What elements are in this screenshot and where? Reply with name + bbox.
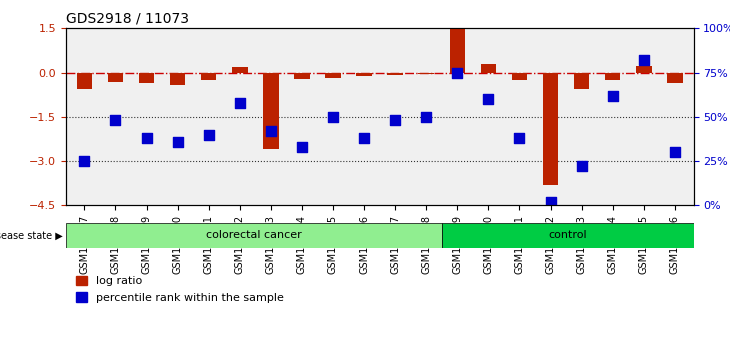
Bar: [574, 73, 589, 89]
Bar: [543, 73, 558, 185]
Point: [545, 199, 556, 205]
FancyBboxPatch shape: [442, 223, 694, 248]
Bar: [667, 73, 683, 83]
Point: [327, 114, 339, 120]
Point: [483, 96, 494, 102]
Bar: [107, 73, 123, 82]
Point: [514, 135, 526, 141]
Text: GDS2918 / 11073: GDS2918 / 11073: [66, 12, 188, 26]
Bar: [170, 73, 185, 85]
Point: [669, 149, 680, 155]
Bar: [325, 73, 341, 78]
Bar: [263, 73, 279, 149]
Bar: [232, 67, 247, 73]
Point: [607, 93, 618, 98]
Point: [576, 164, 588, 169]
Bar: [388, 73, 403, 75]
FancyBboxPatch shape: [66, 223, 442, 248]
Point: [358, 135, 370, 141]
Text: control: control: [549, 230, 587, 240]
Point: [234, 100, 245, 105]
Point: [451, 70, 463, 75]
Bar: [480, 64, 496, 73]
Point: [265, 128, 277, 134]
Point: [110, 118, 121, 123]
Bar: [418, 73, 434, 74]
Bar: [356, 73, 372, 76]
Point: [389, 118, 401, 123]
Bar: [605, 73, 620, 80]
Bar: [512, 73, 527, 80]
Point: [172, 139, 183, 144]
Bar: [201, 73, 216, 80]
Bar: [77, 73, 92, 89]
Text: disease state ▶: disease state ▶: [0, 230, 62, 240]
Legend: log ratio, percentile rank within the sample: log ratio, percentile rank within the sa…: [72, 271, 288, 307]
Bar: [139, 73, 154, 83]
Point: [141, 135, 153, 141]
Bar: [294, 73, 310, 79]
Bar: [450, 28, 465, 73]
Point: [79, 158, 91, 164]
Point: [638, 57, 650, 63]
Text: colorectal cancer: colorectal cancer: [206, 230, 302, 240]
Point: [296, 144, 308, 150]
Bar: [636, 66, 652, 73]
Point: [203, 132, 215, 137]
Point: [420, 114, 432, 120]
